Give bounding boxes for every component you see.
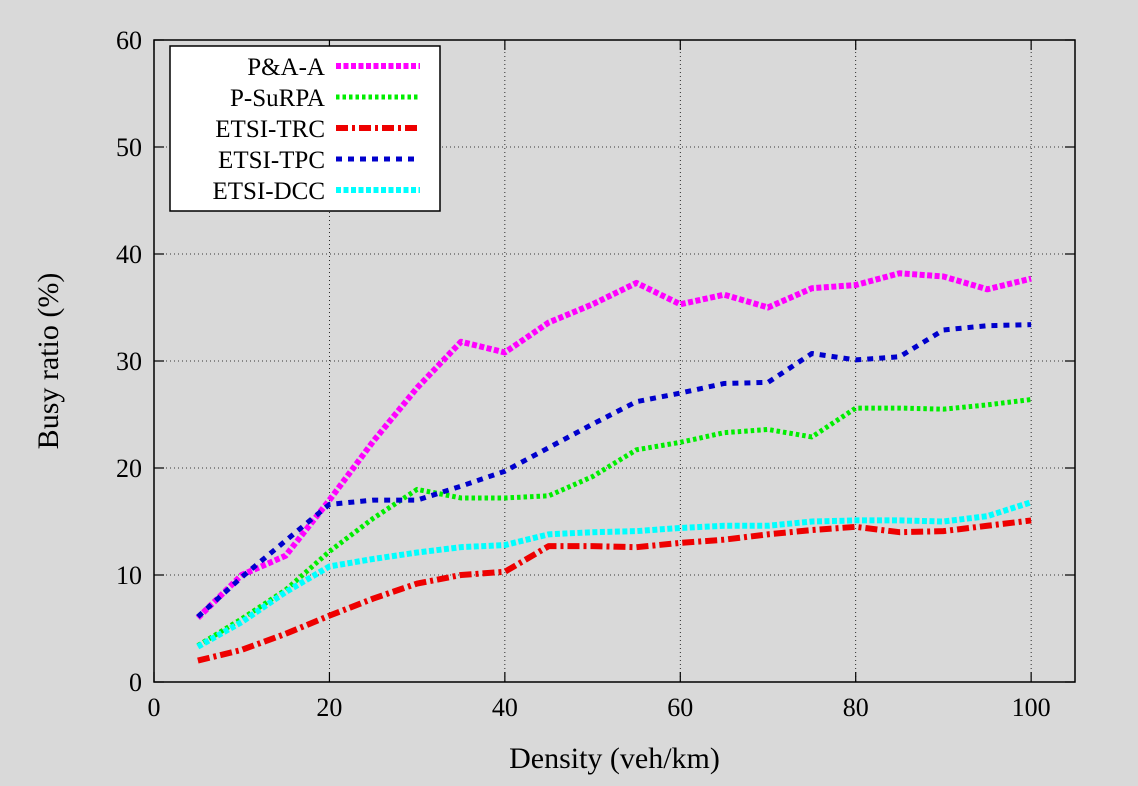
legend-label-etsi-trc: ETSI-TRC xyxy=(215,116,325,143)
x-tick-label: 0 xyxy=(148,693,161,722)
series-line-etsi-dcc xyxy=(196,499,1033,650)
x-axis-label: Density (veh/km) xyxy=(509,742,720,775)
gridlines xyxy=(154,40,1075,682)
series-layer xyxy=(195,270,1033,664)
x-tick-label: 100 xyxy=(1012,693,1051,722)
series-line-etsi-tpc xyxy=(196,322,1032,619)
y-tick-label: 30 xyxy=(116,347,142,376)
x-tick-label: 60 xyxy=(667,693,693,722)
legend-label-etsi-tpc: ETSI-TPC xyxy=(218,147,325,174)
legend-label-etsi-dcc: ETSI-DCC xyxy=(213,178,326,205)
y-tick-label: 50 xyxy=(116,133,142,162)
series-line-p-surpa xyxy=(196,397,1032,648)
legend-label-p-surpa: P-SuRPA xyxy=(230,85,325,112)
y-axis-label: Busy ratio (%) xyxy=(32,273,65,450)
legend: P&A-A P-SuRPA ETSI-TRC ETSI-TPC ETSI-DCC xyxy=(169,45,441,212)
x-tick-label: 40 xyxy=(492,693,518,722)
y-tick-label: 40 xyxy=(116,240,142,269)
legend-box xyxy=(169,45,441,212)
x-tick-label: 80 xyxy=(843,693,869,722)
y-tick-label: 20 xyxy=(116,454,142,483)
axis-ticks: 0 20 40 60 80 100 0 10 20 30 40 50 60 xyxy=(116,26,1075,722)
series-line-etsi-trc xyxy=(197,517,1032,664)
legend-label-p-a-a: P&A-A xyxy=(247,54,325,81)
series-line-p-a-a xyxy=(195,270,1032,620)
y-tick-label: 0 xyxy=(129,668,142,697)
y-tick-label: 60 xyxy=(116,26,142,55)
x-tick-label: 20 xyxy=(316,693,342,722)
y-tick-label: 10 xyxy=(116,561,142,590)
